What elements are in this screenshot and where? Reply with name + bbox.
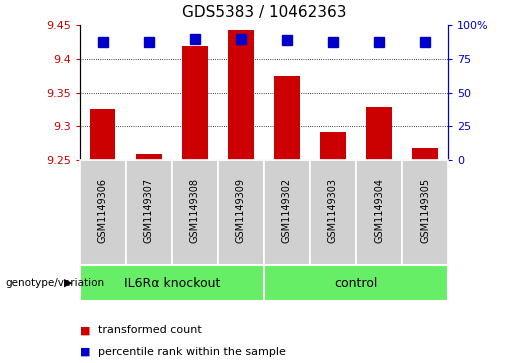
- Title: GDS5383 / 10462363: GDS5383 / 10462363: [182, 5, 346, 20]
- Bar: [182, 46, 208, 160]
- Text: ■: ■: [80, 325, 90, 335]
- Bar: [402, 160, 448, 265]
- Text: GSM1149303: GSM1149303: [328, 178, 338, 243]
- Bar: [356, 160, 402, 265]
- Bar: [218, 160, 264, 265]
- Text: GSM1149305: GSM1149305: [420, 178, 430, 243]
- Text: GSM1149309: GSM1149309: [236, 178, 246, 243]
- Bar: [310, 160, 356, 265]
- Text: ■: ■: [80, 347, 90, 357]
- Text: IL6Rα knockout: IL6Rα knockout: [124, 277, 220, 290]
- Bar: [264, 265, 448, 301]
- Text: control: control: [334, 277, 377, 290]
- Bar: [80, 265, 264, 301]
- Bar: [172, 160, 218, 265]
- Text: GSM1149307: GSM1149307: [144, 178, 154, 243]
- Bar: [126, 160, 172, 265]
- Bar: [80, 160, 126, 265]
- Text: GSM1149306: GSM1149306: [98, 178, 108, 243]
- Bar: [366, 107, 392, 160]
- Text: transformed count: transformed count: [98, 325, 201, 335]
- Bar: [136, 154, 162, 160]
- Bar: [90, 109, 115, 160]
- Bar: [228, 30, 253, 160]
- Text: GSM1149308: GSM1149308: [190, 178, 200, 243]
- Text: GSM1149302: GSM1149302: [282, 178, 292, 243]
- Bar: [413, 148, 438, 160]
- Bar: [274, 76, 300, 160]
- Text: ▶: ▶: [64, 278, 73, 288]
- Text: genotype/variation: genotype/variation: [5, 278, 104, 288]
- Text: percentile rank within the sample: percentile rank within the sample: [98, 347, 286, 357]
- Text: GSM1149304: GSM1149304: [374, 178, 384, 243]
- Bar: [320, 131, 346, 160]
- Bar: [264, 160, 310, 265]
